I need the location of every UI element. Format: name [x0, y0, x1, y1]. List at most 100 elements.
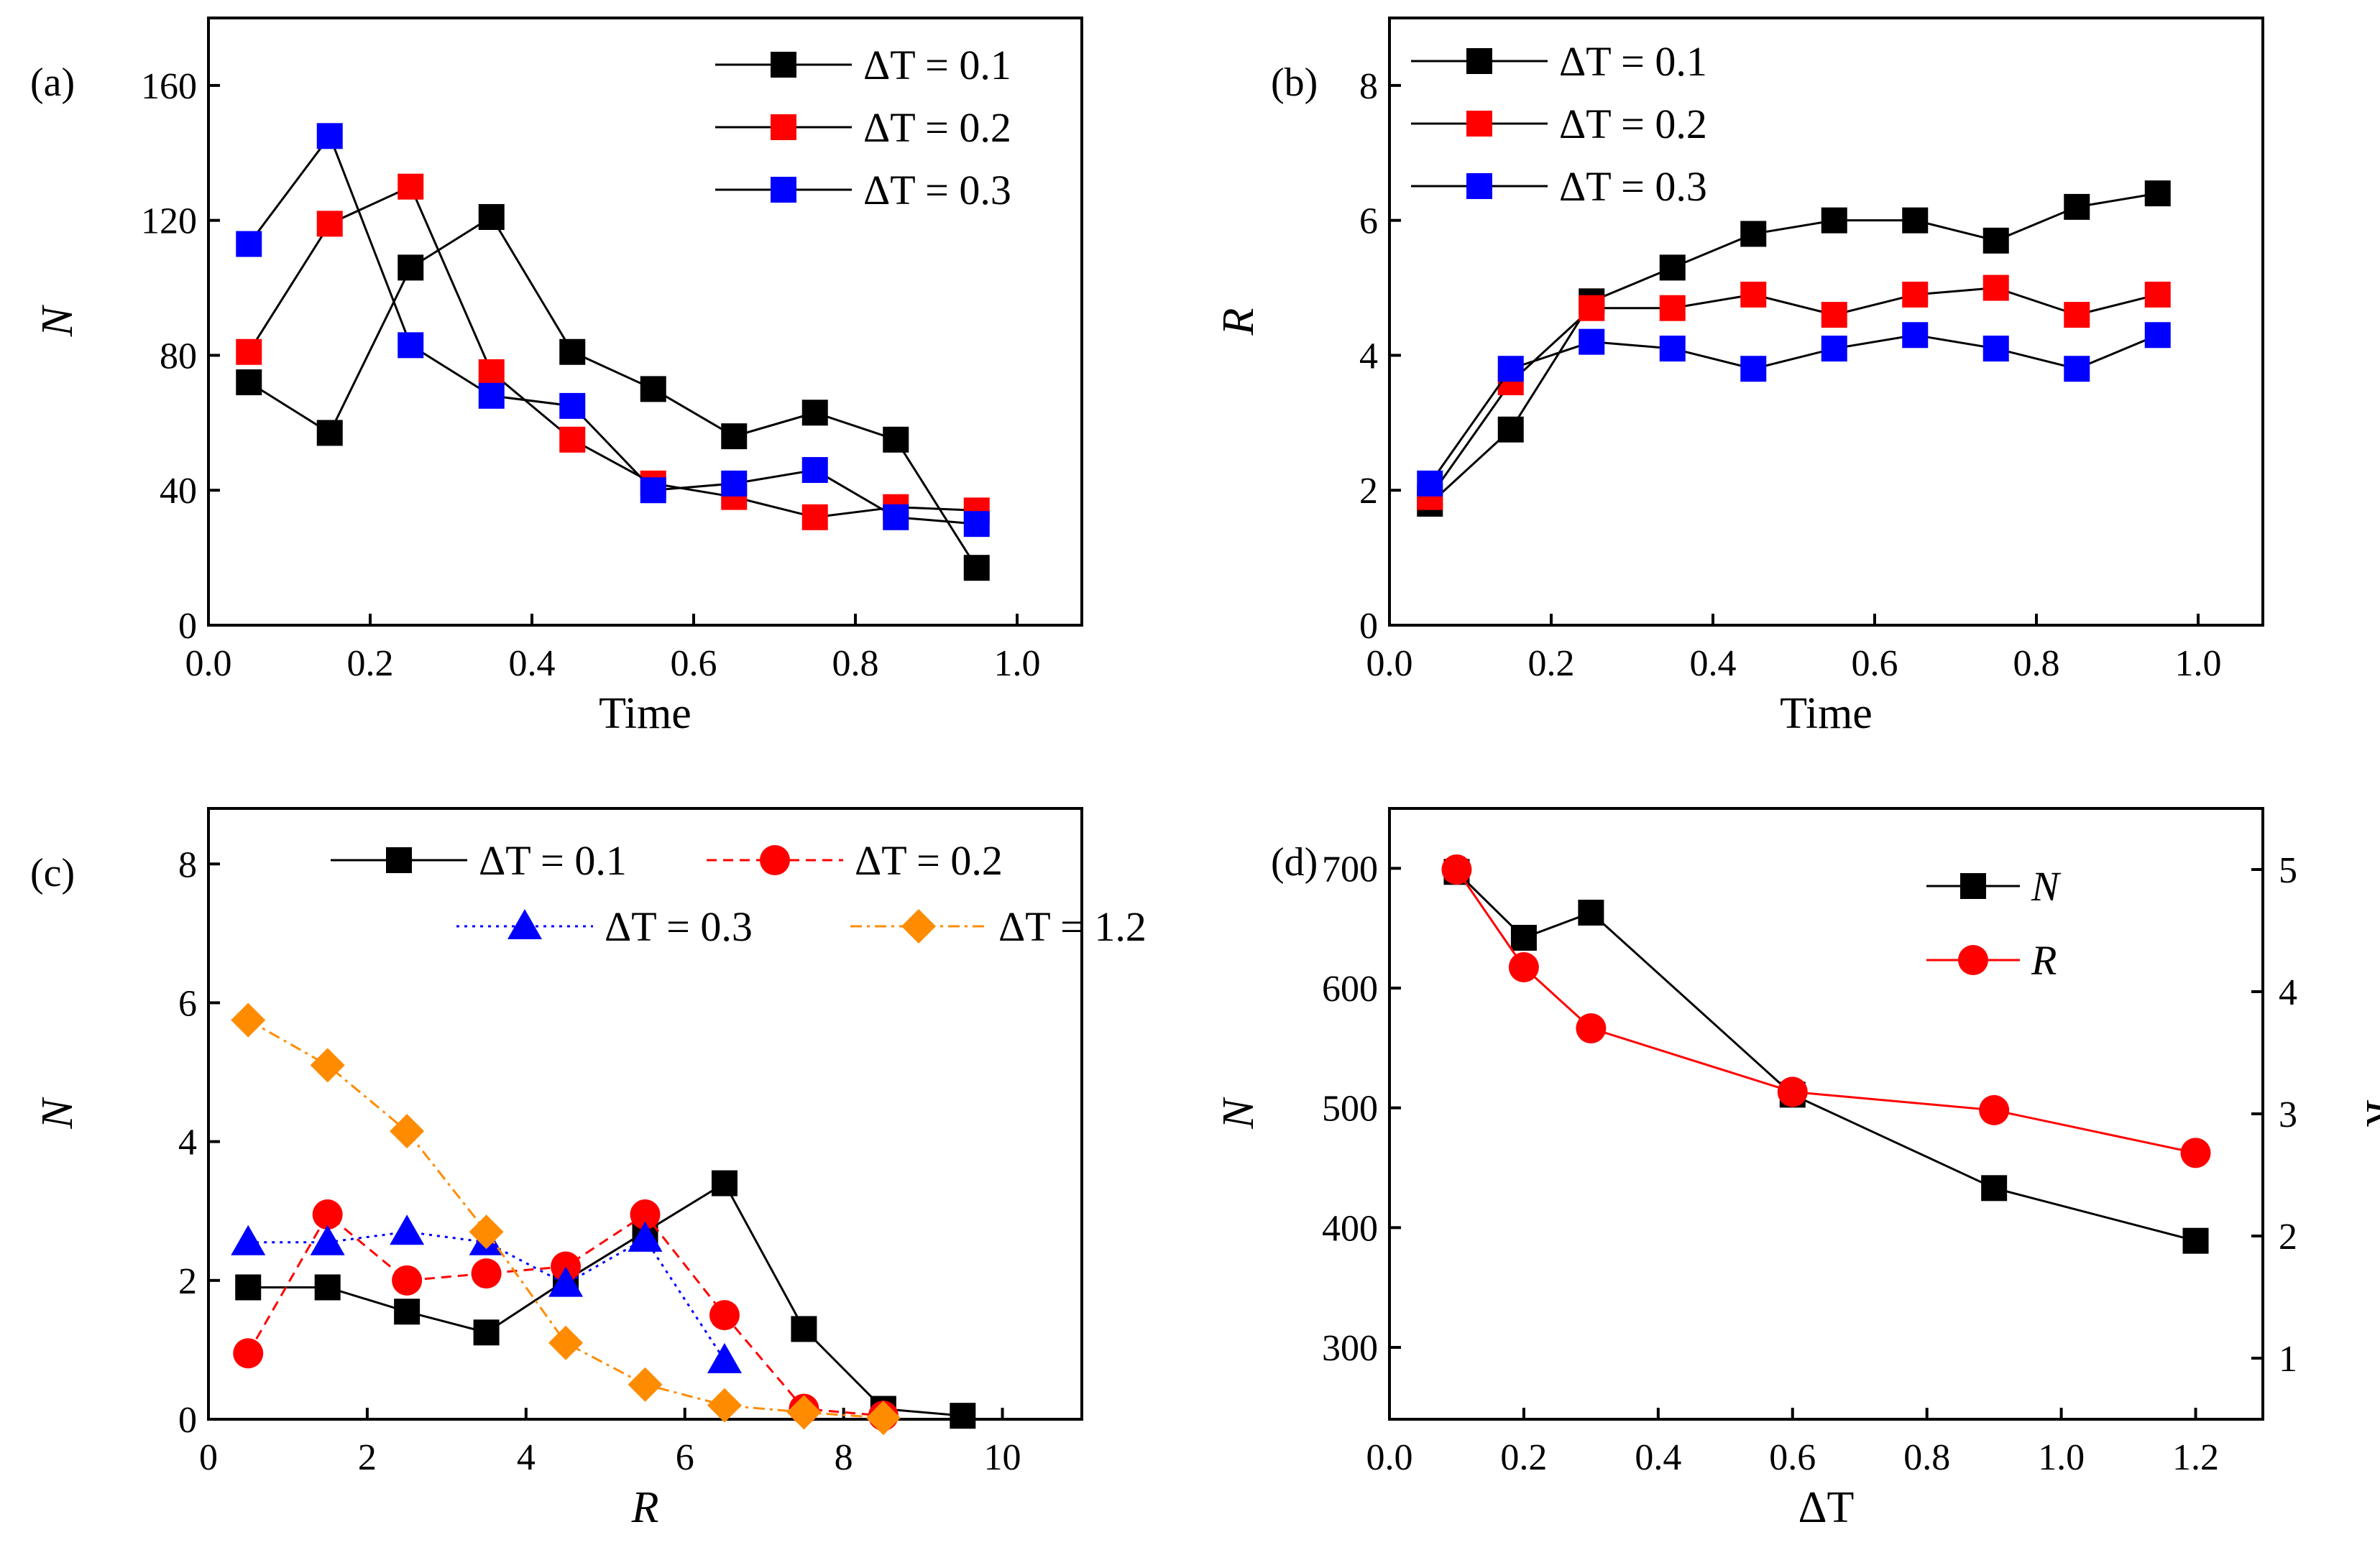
- series-2: [1417, 275, 2171, 510]
- data-point: [1579, 295, 1605, 321]
- x-axis-label: ΔT: [1798, 1483, 1855, 1532]
- series-line: [248, 215, 978, 568]
- data-point: [640, 376, 666, 402]
- y-right-tick-label: 5: [2279, 850, 2297, 891]
- x-tick-label: 2: [358, 1437, 377, 1478]
- data-point: [630, 1199, 661, 1230]
- y-right-tick-label: 3: [2279, 1094, 2297, 1135]
- panel-label: (c): [30, 851, 75, 895]
- legend: ΔT = 0.1 ΔT = 0.2 ΔT = 0.3 ΔT = 1.2: [331, 837, 1147, 950]
- data-point: [1497, 416, 1524, 443]
- y-tick-label: 700: [1322, 849, 1378, 890]
- legend-marker: [507, 909, 542, 939]
- legend: ΔT = 0.1 ΔT = 0.2 ΔT = 0.3: [715, 42, 1011, 213]
- data-point: [950, 1403, 976, 1429]
- data-point: [1740, 221, 1767, 247]
- data-point: [1441, 854, 1472, 885]
- data-point: [469, 1214, 504, 1250]
- legend-label: N: [2031, 863, 2062, 910]
- plot-frame: [1388, 17, 2264, 627]
- series-line: [1456, 871, 2196, 1242]
- data-point: [1821, 207, 1847, 234]
- x-tick-label: 0: [199, 1437, 218, 1478]
- data-point: [707, 1342, 742, 1373]
- data-point: [1417, 470, 1443, 497]
- data-point: [1982, 336, 2009, 362]
- data-point: [478, 359, 505, 385]
- y-tick-label: 300: [1322, 1328, 1378, 1369]
- x-tick-label: 0.2: [1528, 643, 1575, 684]
- legend-label: ΔT = 0.3: [863, 167, 1011, 213]
- data-point: [398, 332, 424, 359]
- x-tick-label: 0.0: [185, 643, 232, 684]
- data-point: [2064, 193, 2090, 220]
- y-right-tick-label: 1: [2279, 1339, 2297, 1380]
- x-tick-label: 0.2: [347, 643, 394, 684]
- x-tick-label: 0.4: [1690, 643, 1737, 684]
- data-point: [963, 555, 990, 581]
- data-point: [1902, 322, 1929, 349]
- data-point: [316, 420, 343, 446]
- x-tick-label: 1.0: [994, 643, 1041, 684]
- data-point: [1821, 336, 1847, 362]
- y-tick-label: 40: [160, 471, 197, 512]
- data-point: [1981, 1175, 2008, 1202]
- x-tick-label: 0.8: [832, 643, 879, 684]
- data-point: [559, 426, 586, 453]
- data-point: [1902, 281, 1929, 308]
- data-point: [398, 173, 424, 200]
- series-line: [248, 134, 977, 525]
- data-point: [1579, 328, 1605, 355]
- plot-frame: [207, 17, 1083, 627]
- series-line: [247, 185, 977, 519]
- data-point: [786, 1395, 822, 1430]
- series-line: [1429, 192, 2158, 505]
- y-axis-label: R: [1214, 308, 1263, 336]
- data-point: [1740, 356, 1767, 382]
- data-point: [559, 392, 586, 419]
- data-point: [709, 1300, 740, 1331]
- x-tick-label: 0.4: [509, 643, 556, 684]
- data-point: [1659, 295, 1686, 321]
- y-axis-label: N: [1214, 1097, 1263, 1130]
- legend-label: R: [2031, 937, 2057, 984]
- data-point: [963, 511, 990, 538]
- data-point: [1508, 952, 1539, 982]
- legend: ΔT = 0.1 ΔT = 0.2 ΔT = 0.3: [1411, 38, 1707, 210]
- legend-marker: [386, 847, 412, 873]
- y-axis-label: N: [33, 1097, 82, 1130]
- legend-marker: [901, 909, 936, 944]
- x-tick-label: 4: [517, 1437, 536, 1478]
- x-tick-label: 0.2: [1500, 1437, 1547, 1478]
- series-1: [1443, 859, 2209, 1254]
- data-point: [473, 1319, 500, 1346]
- y-tick-label: 0: [178, 1400, 197, 1441]
- series-line: [1429, 287, 2159, 498]
- data-point: [1982, 227, 2009, 254]
- data-point: [236, 338, 262, 365]
- y-tick-label: 400: [1322, 1208, 1378, 1249]
- data-point: [711, 1170, 738, 1196]
- legend-marker: [771, 114, 796, 140]
- data-point: [310, 1048, 345, 1083]
- panel-label: (a): [30, 60, 75, 105]
- data-point: [640, 477, 666, 504]
- data-point: [801, 457, 828, 484]
- data-point: [721, 423, 748, 450]
- data-point: [1740, 281, 1767, 308]
- data-point: [1659, 336, 1686, 362]
- y-axis-label: N: [33, 304, 82, 337]
- data-point: [883, 504, 909, 530]
- legend-marker: [771, 52, 796, 78]
- data-point: [883, 426, 909, 453]
- y-tick-label: 160: [141, 66, 197, 107]
- x-tick-label: 10: [984, 1437, 1021, 1478]
- data-point: [1902, 207, 1929, 234]
- data-point: [478, 203, 505, 230]
- data-point: [1821, 302, 1847, 328]
- series-3: [236, 123, 990, 538]
- data-point: [628, 1221, 663, 1252]
- y-tick-label: 120: [141, 201, 197, 242]
- x-tick-label: 1.2: [2172, 1437, 2219, 1478]
